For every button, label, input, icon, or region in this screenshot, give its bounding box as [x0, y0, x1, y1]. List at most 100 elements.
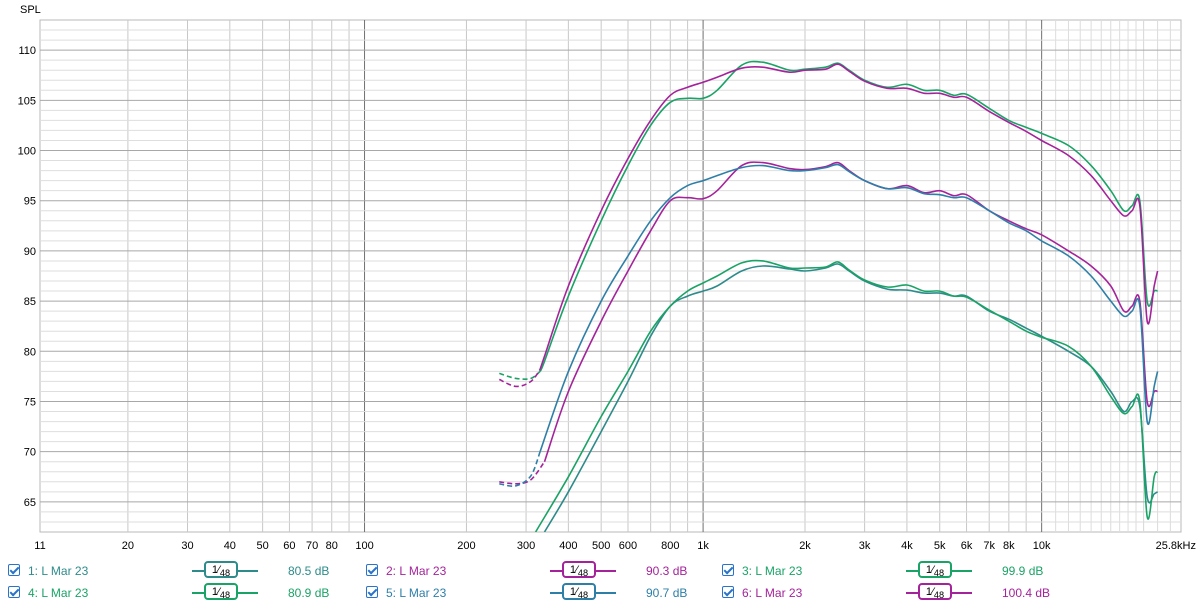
smoothing-denominator: 48: [577, 568, 589, 579]
y-tick-label: 70: [24, 447, 36, 459]
y-tick-label: 110: [18, 45, 36, 57]
x-tick-label: 70: [306, 540, 318, 552]
legend-label: 3: L Mar 23: [742, 564, 803, 578]
x-axis: 11 20 30 40 50 60 70 80 100 200 300 400 500 600 800 1k 2…: [34, 540, 1196, 552]
series-dashed-segment: [499, 370, 541, 380]
smoothing-denominator: 48: [933, 590, 945, 601]
x-tick-label: 600: [619, 540, 637, 552]
series-solid-segment: [539, 163, 1159, 452]
x-tick-label: 30: [181, 540, 193, 552]
smoothing-control[interactable]: 1⁄48: [192, 583, 258, 601]
legend-label: 6: L Mar 23: [742, 586, 803, 600]
x-tick-label: 500: [592, 540, 610, 552]
y-tick-label: 85: [24, 296, 36, 308]
y-tick-label: 80: [24, 346, 36, 358]
smoothing-denominator: 48: [933, 568, 945, 579]
series-line-6: [498, 63, 1159, 388]
series-solid-segment: [543, 161, 1158, 462]
y-tick-label: 95: [24, 196, 36, 208]
x-tick-label: 50: [256, 540, 268, 552]
y-axis: 65 70 75 80 85 90 95 100 105 110: [18, 45, 36, 509]
x-tick-label: 40: [224, 540, 236, 552]
smoothing-denominator: 48: [577, 590, 589, 601]
x-tick-label: 10k: [1033, 540, 1051, 552]
legend-label: 2: L Mar 23: [386, 564, 447, 578]
y-tick-label: 90: [24, 246, 36, 258]
x-tick-label: 8k: [1003, 540, 1015, 552]
series-solid-segment: [534, 259, 1159, 532]
x-tick-label: 25.8kHz: [1156, 540, 1196, 552]
smoothing-denominator: 48: [219, 568, 231, 579]
smoothing-numerator: 1: [925, 586, 933, 598]
x-tick-label: 7k: [983, 540, 995, 552]
x-tick-label: 400: [559, 540, 577, 552]
x-tick-label: 800: [661, 540, 679, 552]
smoothing-numerator: 1: [211, 586, 219, 598]
checkbox-checked-icon[interactable]: [366, 586, 378, 598]
legend-value: 99.9 dB: [1002, 564, 1044, 578]
series-line-1: [543, 263, 1159, 532]
y-tick-label: 75: [24, 396, 36, 408]
chart-grid: [39, 19, 1182, 533]
smoothing-denominator: 48: [219, 590, 231, 601]
x-tick-label: 11: [34, 540, 45, 552]
x-tick-label: 60: [283, 540, 295, 552]
legend-label: 5: L Mar 23: [386, 586, 447, 600]
smoothing-box: 1⁄48: [562, 561, 596, 578]
series-solid-segment: [539, 63, 1159, 370]
x-tick-label: 3k: [859, 540, 871, 552]
legend-value: 80.5 dB: [288, 564, 330, 578]
x-tick-label: 2k: [799, 540, 811, 552]
checkbox-checked-icon[interactable]: [8, 586, 20, 598]
y-tick-label: 105: [18, 95, 36, 107]
x-tick-label: 20: [122, 540, 134, 552]
smoothing-numerator: 1: [569, 564, 577, 576]
smoothing-control[interactable]: 1⁄48: [550, 583, 616, 601]
legend-label: 4: L Mar 23: [28, 586, 89, 600]
smoothing-box: 1⁄48: [204, 561, 238, 578]
y-tick-label: 100: [18, 146, 36, 158]
smoothing-numerator: 1: [569, 586, 577, 598]
x-tick-label: 100: [355, 540, 373, 552]
checkbox-checked-icon[interactable]: [366, 564, 378, 576]
plot-area: [39, 19, 1182, 533]
smoothing-box: 1⁄48: [918, 561, 952, 578]
legend-value: 100.4 dB: [1002, 586, 1051, 600]
series-solid-segment: [539, 60, 1158, 372]
smoothing-control[interactable]: 1⁄48: [550, 561, 616, 579]
frequency-response-chart[interactable]: 65 70 75 80 85 90 95 100 105 110 11 20 30 40 50 60 70 80…: [0, 0, 1200, 560]
series-solid-segment: [543, 263, 1159, 532]
x-tick-label: 300: [517, 540, 535, 552]
checkbox-checked-icon[interactable]: [722, 564, 734, 576]
x-tick-label: 1k: [697, 540, 709, 552]
smoothing-control[interactable]: 1⁄48: [906, 561, 972, 579]
smoothing-numerator: 1: [211, 564, 219, 576]
smoothing-numerator: 1: [925, 564, 933, 576]
series-line-3: [499, 60, 1158, 380]
x-tick-label: 200: [457, 540, 475, 552]
legend: 1: L Mar 23 1⁄48 80.5 dB 2: L Mar 23 1⁄4…: [0, 560, 1200, 604]
series-line-4: [534, 259, 1159, 532]
smoothing-box: 1⁄48: [918, 583, 952, 600]
smoothing-control[interactable]: 1⁄48: [192, 561, 258, 579]
y-tick-label: 65: [24, 497, 36, 509]
legend-value: 80.9 dB: [288, 586, 330, 600]
smoothing-control[interactable]: 1⁄48: [906, 583, 972, 601]
smoothing-box: 1⁄48: [562, 583, 596, 600]
checkbox-checked-icon[interactable]: [722, 586, 734, 598]
series-dashed-segment: [498, 368, 541, 388]
y-axis-title: SPL: [20, 4, 41, 16]
series-dashed-segment: [499, 451, 541, 487]
x-tick-label: 80: [326, 540, 338, 552]
legend-value: 90.3 dB: [646, 564, 688, 578]
legend-value: 90.7 dB: [646, 586, 688, 600]
legend-row-2: 4: L Mar 23 1⁄48 80.9 dB 5: L Mar 23 1⁄4…: [0, 582, 1200, 604]
legend-label: 1: L Mar 23: [28, 564, 89, 578]
legend-row-1: 1: L Mar 23 1⁄48 80.5 dB 2: L Mar 23 1⁄4…: [0, 560, 1200, 582]
smoothing-box: 1⁄48: [204, 583, 238, 600]
series-group: [498, 60, 1159, 532]
x-tick-label: 4k: [901, 540, 913, 552]
x-tick-label: 5k: [934, 540, 946, 552]
checkbox-checked-icon[interactable]: [8, 564, 20, 576]
x-tick-label: 6k: [961, 540, 973, 552]
